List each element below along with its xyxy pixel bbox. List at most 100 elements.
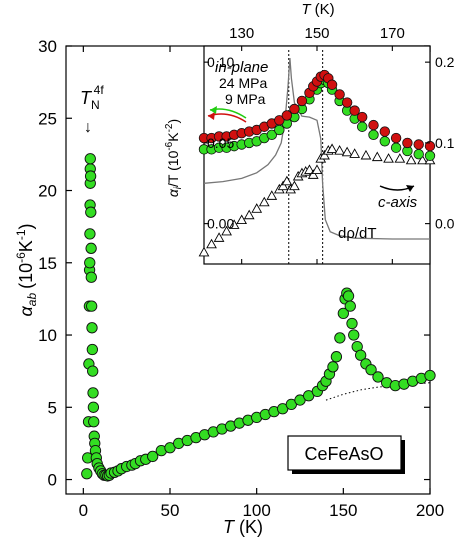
inplane-9mpa-point <box>390 142 402 153</box>
c-axis-point <box>405 154 417 165</box>
data-point <box>330 351 343 363</box>
data-point <box>88 416 100 428</box>
x-tick-label: 200 <box>416 501 444 520</box>
legend-box: CeFeAsO <box>287 435 405 474</box>
c-axis-point <box>360 149 372 160</box>
inset-y-tick-label: 0.05 <box>207 135 234 151</box>
data-point <box>348 329 360 341</box>
label-24mpa: 24 MPa <box>219 75 267 91</box>
c-axis-point <box>394 153 406 163</box>
data-point <box>327 361 339 373</box>
inplane-24mpa-point <box>368 119 379 131</box>
y-tick-label: 25 <box>38 109 57 128</box>
c-axis-point <box>341 146 353 157</box>
inplane-9mpa-point <box>357 121 368 132</box>
data-point <box>87 365 99 377</box>
inplane-24mpa-point <box>341 97 353 108</box>
data-point <box>346 317 358 330</box>
inplane-24mpa-point <box>334 89 345 100</box>
inplane-24mpa-point <box>349 105 360 116</box>
data-point <box>372 371 384 383</box>
data-point <box>81 468 93 480</box>
svg-text:TN4f: TN4f <box>80 83 104 112</box>
y-tick-label: 0 <box>48 471 57 490</box>
data-point <box>86 322 98 334</box>
data-point <box>86 343 98 356</box>
y-tick-label: 20 <box>38 182 57 201</box>
data-point <box>334 332 346 344</box>
inset-right-y-ticks: 0.0 0.1 0.2 <box>425 54 455 232</box>
c-axis-point <box>243 209 255 220</box>
c-axis-point <box>307 169 319 179</box>
main-data-points <box>81 153 436 482</box>
inplane-24mpa-point <box>274 115 285 126</box>
data-point <box>87 401 100 413</box>
inplane-9mpa-point <box>424 150 436 162</box>
c-axis-point <box>228 219 240 229</box>
inset-y-tick-label: 0.10 <box>207 54 234 70</box>
inplane-24mpa-point <box>390 132 402 144</box>
main-chart: 0 50 100 150 200 0 5 10 15 20 25 30 T (K) αab(10-6… <box>14 37 444 537</box>
inplane-9mpa-point <box>379 136 391 147</box>
c-axis-point <box>206 238 217 249</box>
label-c-axis: c-axis <box>378 194 418 211</box>
inset-left-y-ticks: 0.00 0.05 0.10 <box>204 54 234 232</box>
inplane-24mpa-point <box>326 79 338 90</box>
inset-y-tick-label: 0.00 <box>207 216 234 232</box>
inplane-24mpa-point <box>424 140 436 152</box>
inplane-9mpa-point <box>368 129 379 141</box>
inplane-24mpa-point <box>281 110 293 121</box>
c-axis-point <box>277 180 289 191</box>
c-axis-point <box>236 214 248 225</box>
inset-x-tick-label: 170 <box>380 25 405 42</box>
label-9mpa: 9 MPa <box>225 91 266 107</box>
inplane-24mpa-point <box>357 111 368 123</box>
c-axis-point <box>334 145 345 155</box>
inplane-24mpa-point <box>402 137 413 149</box>
data-point <box>85 242 97 254</box>
data-point <box>85 206 97 218</box>
arrow-red-head <box>208 112 215 120</box>
data-point <box>337 307 349 320</box>
y-tick-label: 30 <box>38 37 57 56</box>
c-axis-point <box>304 164 315 174</box>
c-axis-point <box>198 246 210 257</box>
c-axis-point <box>258 196 270 207</box>
data-point <box>84 257 96 269</box>
data-point <box>342 290 355 302</box>
y-tick-label: 15 <box>38 254 57 273</box>
inset-y2-tick-label: 0.0 <box>435 216 455 232</box>
data-point <box>87 387 99 399</box>
arrow-green-head <box>210 106 217 114</box>
c-axis-point <box>319 149 330 160</box>
main-y-axis-label: αab(10-6K-1) <box>14 224 39 317</box>
data-point <box>84 228 96 240</box>
inset-y2-tick-label: 0.2 <box>435 54 455 70</box>
inplane-24mpa-point <box>289 103 300 115</box>
tn-annotation: TN4f ↓ <box>80 83 104 136</box>
c-axis-point <box>417 154 428 165</box>
inset-y-axis-label: αi/T (10-6K-2) <box>164 119 184 197</box>
label-in-plane: in-plane <box>215 59 268 76</box>
c-axis-point <box>281 175 293 186</box>
y-tick-label: 10 <box>38 326 57 345</box>
drho-dT-curve <box>203 58 430 240</box>
data-point <box>424 369 436 382</box>
data-point <box>85 271 97 283</box>
c-axis-point <box>289 180 300 191</box>
c-axis-point <box>326 143 338 153</box>
x-tick-label: 100 <box>242 501 270 520</box>
data-point <box>86 300 98 312</box>
inset-x-tick-label: 130 <box>229 25 254 42</box>
inplane-9mpa-point <box>413 148 424 160</box>
inplane-24mpa-point <box>296 95 308 107</box>
c-axis-point <box>371 151 383 162</box>
data-point <box>344 300 356 312</box>
x-tick-label: 150 <box>329 501 357 520</box>
inplane-24mpa-point <box>413 139 424 150</box>
main-x-axis-label: T (K) <box>223 517 263 537</box>
c-axis-point <box>251 203 263 213</box>
c-axis-point <box>349 148 361 158</box>
inset-chart: 130 150 170 0.00 0.05 0.10 0.0 0.1 0.2 T (K) α… <box>164 1 455 265</box>
inset-data-points <box>198 69 436 257</box>
